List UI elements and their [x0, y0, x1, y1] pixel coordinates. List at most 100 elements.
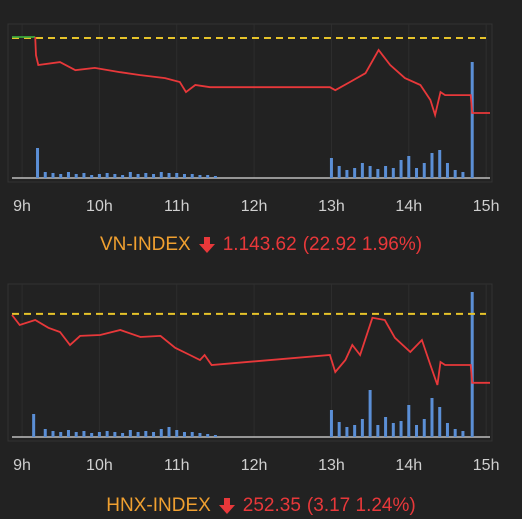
- volume-bar: [97, 432, 101, 437]
- down-arrow: [198, 237, 215, 253]
- volume-bar: [445, 163, 449, 178]
- volume-bar: [345, 170, 349, 178]
- panel: [7, 23, 493, 183]
- volume-bar: [376, 425, 380, 437]
- volume-bar: [368, 390, 372, 437]
- volume-bar: [59, 174, 63, 178]
- volume-bar: [51, 431, 55, 437]
- x-tick-label: 11h: [164, 198, 190, 215]
- volume-bar: [353, 168, 357, 178]
- volume-bar: [190, 174, 194, 178]
- volume-bar: [430, 398, 434, 437]
- volume-bar: [360, 163, 364, 178]
- volume-bar: [461, 431, 465, 437]
- volume-bar: [51, 173, 55, 178]
- volume-bar: [213, 176, 217, 178]
- volume-bar: [345, 427, 349, 437]
- x-tick-label: 15h: [473, 198, 500, 215]
- volume-bar: [453, 429, 457, 437]
- volume-bar: [36, 148, 40, 178]
- x-tick-label: 13h: [318, 457, 345, 474]
- x-tick-label: 12h: [241, 198, 268, 215]
- x-tick-label: 15h: [473, 457, 500, 474]
- volume-bar: [407, 156, 411, 178]
- index-change: (3.17 1.24%): [306, 495, 416, 516]
- volume-bar: [152, 432, 156, 437]
- volume-bar: [90, 433, 94, 437]
- index-value: 252.35: [242, 495, 301, 516]
- volume-bar: [368, 166, 372, 178]
- volume-bar: [422, 419, 426, 437]
- index-name: VN-INDEX: [99, 234, 191, 255]
- volume-bar: [66, 430, 70, 437]
- volume-bar: [453, 170, 457, 178]
- down-arrow: [218, 498, 235, 514]
- volume-bar: [213, 435, 217, 437]
- volume-bar: [128, 430, 132, 437]
- volume-bar: [391, 423, 395, 437]
- volume-bar: [198, 175, 202, 178]
- volume-bar: [128, 172, 132, 178]
- volume-bar: [329, 158, 333, 178]
- volume-bar: [399, 421, 403, 437]
- volume-bar: [384, 166, 388, 178]
- volume-bar: [360, 419, 364, 437]
- volume-bar: [144, 173, 148, 178]
- volume-bar: [337, 166, 341, 178]
- x-tick-label: 10h: [86, 198, 113, 215]
- x-tick-label: 13h: [318, 198, 345, 215]
- volume-bar: [97, 174, 101, 178]
- volume-bar: [190, 432, 194, 437]
- volume-bar: [415, 168, 419, 178]
- volume-bar: [470, 292, 474, 437]
- x-tick-label: 9h: [13, 198, 31, 215]
- volume-bar: [43, 429, 47, 437]
- volume-bar: [376, 169, 380, 178]
- volume-bar: [337, 422, 341, 437]
- volume-bar: [66, 172, 70, 178]
- index-change: (22.92 1.96%): [302, 234, 423, 255]
- volume-bar: [90, 175, 94, 178]
- volume-bar: [461, 172, 465, 178]
- index-line: [11, 314, 490, 386]
- volume-bar: [167, 173, 171, 178]
- volume-bar: [32, 414, 36, 437]
- x-tick-label: 11h: [164, 457, 190, 474]
- volume-bar: [43, 172, 47, 178]
- volume-bar: [82, 173, 86, 178]
- volume-bar: [391, 168, 395, 178]
- volume-bar: [470, 62, 474, 178]
- volume-bar: [167, 427, 171, 437]
- volume-bar: [182, 174, 186, 178]
- volume-bar: [399, 160, 403, 178]
- volume-bar: [152, 174, 156, 178]
- volume-bar: [159, 429, 163, 437]
- volume-bar: [422, 163, 426, 178]
- volume-bar: [353, 425, 357, 437]
- volume-bar: [175, 430, 179, 437]
- volume-bar: [445, 423, 449, 437]
- x-tick-label: 9h: [13, 457, 31, 474]
- index-name: HNX-INDEX: [106, 495, 211, 516]
- volume-bar: [329, 410, 333, 437]
- volume-bar: [113, 432, 117, 437]
- volume-bar: [438, 407, 442, 437]
- volume-bar: [438, 150, 442, 178]
- volume-bar: [113, 174, 117, 178]
- index-summary: HNX-INDEX 252.35 (3.17 1.24%): [0, 495, 522, 517]
- volume-bar: [136, 432, 140, 437]
- x-tick-label: 14h: [395, 457, 422, 474]
- volume-bar: [159, 172, 163, 178]
- volume-bar: [105, 431, 109, 437]
- volume-bar: [384, 417, 388, 437]
- volume-bar: [82, 431, 86, 437]
- volume-bar: [182, 432, 186, 437]
- volume-bar: [175, 173, 179, 178]
- volume-bar: [415, 425, 419, 437]
- volume-bar: [121, 433, 125, 437]
- volume-bar: [407, 405, 411, 437]
- volume-bar: [144, 431, 148, 437]
- volume-bar: [430, 153, 434, 178]
